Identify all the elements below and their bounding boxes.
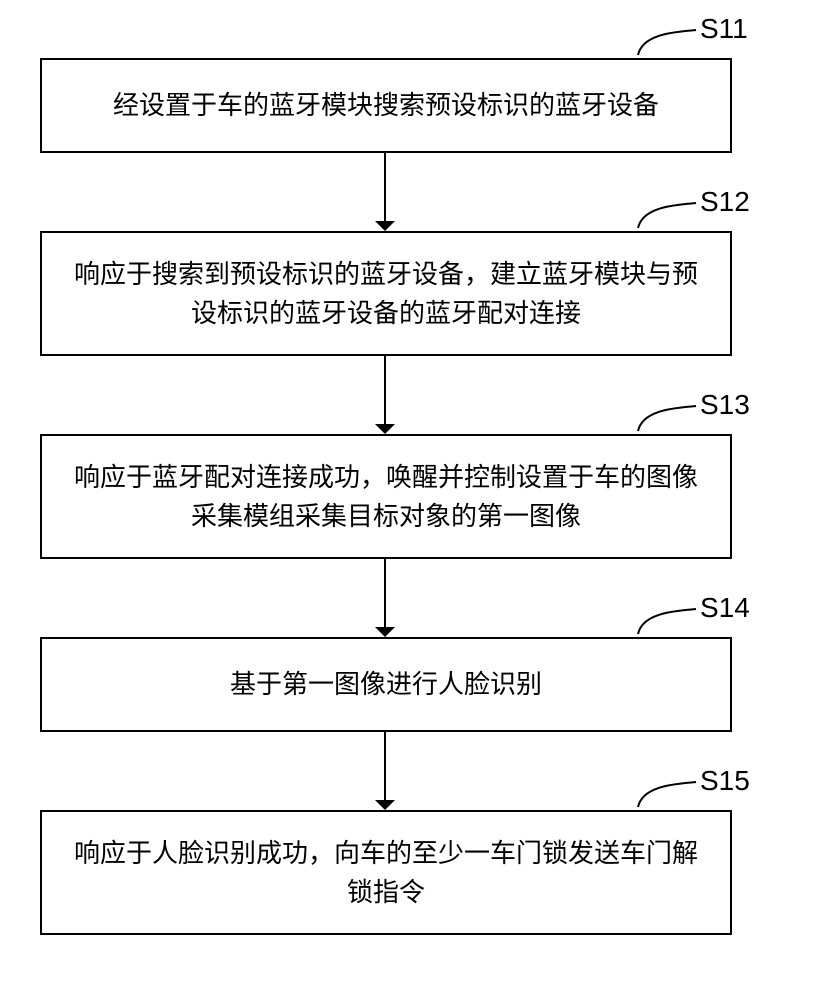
arrow-head-icon [375,424,395,434]
step-label-s14: S14 [700,592,750,624]
step-label-s12: S12 [700,186,750,218]
arrow-head-icon [375,221,395,231]
arrow-head-icon [375,800,395,810]
step-box-s14: 基于第一图像进行人脸识别 [40,637,732,732]
step-text: 响应于人脸识别成功，向车的至少一车门锁发送车门解锁指令 [62,834,710,912]
step-box-s11: 经设置于车的蓝牙模块搜索预设标识的蓝牙设备 [40,58,732,153]
step-text: 响应于搜索到预设标识的蓝牙设备，建立蓝牙模块与预设标识的蓝牙设备的蓝牙配对连接 [62,255,710,333]
step-box-s15: 响应于人脸识别成功，向车的至少一车门锁发送车门解锁指令 [40,810,732,935]
arrow-line-1 [384,153,386,221]
connector-curve-s11 [633,25,701,60]
flowchart-canvas: 经设置于车的蓝牙模块搜索预设标识的蓝牙设备 S11 响应于搜索到预设标识的蓝牙设备，… [0,0,822,1000]
connector-curve-s13 [633,401,701,436]
connector-curve-s14 [633,604,701,639]
connector-curve-s12 [633,198,701,233]
connector-curve-s15 [633,777,701,812]
arrow-line-2 [384,356,386,424]
step-label-s15: S15 [700,765,750,797]
arrow-line-4 [384,732,386,800]
step-box-s12: 响应于搜索到预设标识的蓝牙设备，建立蓝牙模块与预设标识的蓝牙设备的蓝牙配对连接 [40,231,732,356]
step-box-s13: 响应于蓝牙配对连接成功，唤醒并控制设置于车的图像采集模组采集目标对象的第一图像 [40,434,732,559]
arrow-line-3 [384,559,386,627]
arrow-head-icon [375,627,395,637]
step-text: 经设置于车的蓝牙模块搜索预设标识的蓝牙设备 [113,86,659,125]
step-label-s11: S11 [700,13,748,45]
step-text: 响应于蓝牙配对连接成功，唤醒并控制设置于车的图像采集模组采集目标对象的第一图像 [62,458,710,536]
step-label-s13: S13 [700,389,750,421]
step-text: 基于第一图像进行人脸识别 [230,665,542,704]
